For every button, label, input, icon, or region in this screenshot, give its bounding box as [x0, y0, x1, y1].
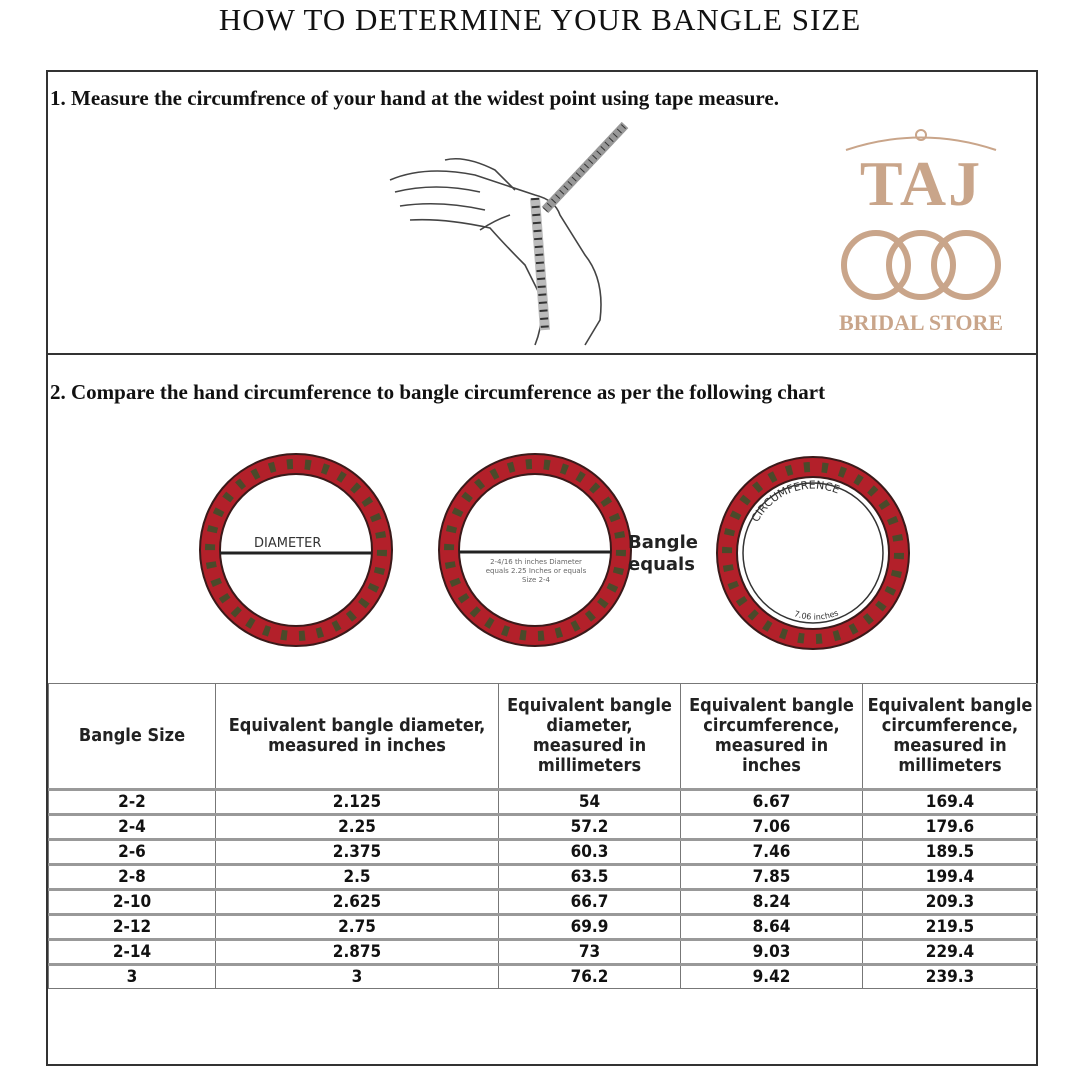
bangle-circumference-diagram: CIRCUMFERENCE 7.06 inches [716, 456, 910, 650]
cell-circumference-mm: 189.5 [862, 838, 1038, 865]
table-header-row: Bangle Size Equivalent bangle diameter, … [48, 683, 1038, 790]
cell-circumference-mm: 209.3 [862, 888, 1038, 915]
cell-diameter-in: 2.25 [215, 813, 499, 840]
cell-diameter-mm: 60.3 [498, 838, 681, 865]
cell-circumference-in: 7.46 [680, 838, 863, 865]
bangle-example-diagram [438, 453, 632, 647]
logo-subtitle: BRIDAL STORE [838, 310, 1004, 335]
cell-circumference-in: 6.67 [680, 788, 863, 815]
cell-diameter-in: 2.875 [215, 938, 499, 965]
table-row: 2-2 2.125 54 6.67 169.4 [48, 788, 1038, 815]
cell-circumference-mm: 199.4 [862, 863, 1038, 890]
step-1-instruction: 1. Measure the circumfrence of your hand… [50, 86, 779, 110]
bangle-size-table: Bangle Size Equivalent bangle diameter, … [48, 683, 1038, 989]
cell-size: 3 [48, 963, 216, 989]
cell-diameter-mm: 66.7 [498, 888, 681, 915]
logo-wordmark: TAJ [859, 148, 983, 219]
hand-measuring-illustration [389, 121, 629, 346]
equals-line-1: Bangle [628, 532, 698, 553]
header-circumference-mm: Equivalent bangle circumference, measure… [862, 683, 1038, 790]
cell-size: 2-6 [48, 838, 216, 865]
cell-size: 2-4 [48, 813, 216, 840]
cell-diameter-mm: 73 [498, 938, 681, 965]
cell-diameter-in: 2.75 [215, 913, 499, 940]
diameter-label: DIAMETER [254, 536, 322, 551]
cell-diameter-in: 3 [215, 963, 499, 989]
header-bangle-size: Bangle Size [48, 683, 216, 790]
content-frame [46, 70, 1038, 1066]
cell-circumference-mm: 239.3 [862, 963, 1038, 989]
header-diameter-mm: Equivalent bangle diameter, measured in … [498, 683, 681, 790]
table-row: 2-6 2.375 60.3 7.46 189.5 [48, 838, 1038, 865]
cell-diameter-in: 2.125 [215, 788, 499, 815]
section-divider [46, 353, 1038, 355]
table-row: 2-8 2.5 63.5 7.85 199.4 [48, 863, 1038, 890]
cell-circumference-in: 9.42 [680, 963, 863, 989]
example-note: 2-4/16 th inches Diameter equals 2.25 In… [485, 558, 587, 584]
table-row: 2-12 2.75 69.9 8.64 219.5 [48, 913, 1038, 940]
table-row: 2-14 2.875 73 9.03 229.4 [48, 938, 1038, 965]
page-title: HOW TO DETERMINE YOUR BANGLE SIZE [218, 2, 862, 37]
cell-size: 2-8 [48, 863, 216, 890]
cell-circumference-in: 8.64 [680, 913, 863, 940]
cell-diameter-in: 2.375 [215, 838, 499, 865]
cell-diameter-in: 2.625 [215, 888, 499, 915]
cell-diameter-mm: 76.2 [498, 963, 681, 989]
cell-circumference-in: 7.06 [680, 813, 863, 840]
cell-circumference-mm: 229.4 [862, 938, 1038, 965]
cell-size: 2-2 [48, 788, 216, 815]
cell-circumference-in: 7.85 [680, 863, 863, 890]
cell-diameter-mm: 63.5 [498, 863, 681, 890]
header-circumference-inches: Equivalent bangle circumference, measure… [680, 683, 863, 790]
step-2-instruction: 2. Compare the hand circumference to ban… [50, 380, 826, 404]
cell-size: 2-10 [48, 888, 216, 915]
header-diameter-inches: Equivalent bangle diameter, measured in … [215, 683, 499, 790]
cell-circumference-mm: 169.4 [862, 788, 1038, 815]
cell-size: 2-14 [48, 938, 216, 965]
cell-size: 2-12 [48, 913, 216, 940]
bangle-equals-label: Bangle equals [628, 532, 698, 576]
cell-diameter-in: 2.5 [215, 863, 499, 890]
bangle-diameter-diagram [199, 453, 393, 647]
table-row: 2-4 2.25 57.2 7.06 179.6 [48, 813, 1038, 840]
cell-diameter-mm: 57.2 [498, 813, 681, 840]
cell-circumference-in: 8.24 [680, 888, 863, 915]
table-row: 3 3 76.2 9.42 239.3 [48, 963, 1038, 989]
table-row: 2-10 2.625 66.7 8.24 209.3 [48, 888, 1038, 915]
equals-line-2: equals [628, 554, 695, 575]
cell-circumference-in: 9.03 [680, 938, 863, 965]
cell-circumference-mm: 179.6 [862, 813, 1038, 840]
cell-diameter-mm: 69.9 [498, 913, 681, 940]
cell-circumference-mm: 219.5 [862, 913, 1038, 940]
cell-diameter-mm: 54 [498, 788, 681, 815]
taj-bridal-store-logo: TAJ BRIDAL STORE [826, 125, 1016, 340]
